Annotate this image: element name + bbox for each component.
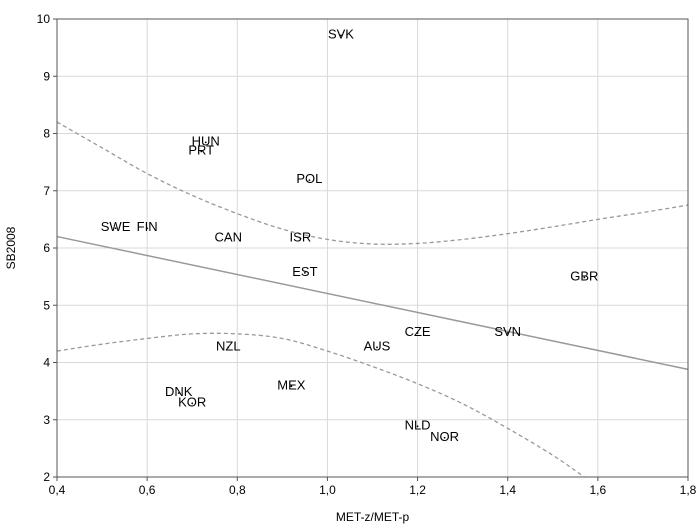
x-tick-label: 0,6: [139, 483, 156, 497]
data-point-marker: [443, 436, 446, 439]
point-label-aus: AUS: [364, 338, 391, 353]
x-tick-label: 1,4: [499, 483, 516, 497]
point-label-est: EST: [292, 264, 317, 279]
axis-ticks: 0,4 0,6 0,8 1,0 1,2 1,4 1,6 1,8 2 3 4 5 6 7 8 9 10: [37, 12, 697, 497]
fit-lines: [56, 121, 689, 478]
regression-line: [56, 235, 689, 371]
point-label-can: CAN: [215, 230, 242, 245]
data-point-marker: [204, 141, 207, 144]
x-tick-label: 1,6: [590, 483, 607, 497]
point-label-svn: SVN: [494, 324, 521, 339]
point-label-mex: MEX: [277, 377, 306, 392]
data-point-marker: [416, 332, 419, 334]
data-point-marker: [340, 34, 342, 37]
x-tick-label: 1,0: [319, 483, 336, 497]
y-tick-label: 8: [43, 127, 50, 141]
point-label-nzl: NZL: [216, 338, 241, 353]
confidence-band-upper: [56, 121, 689, 245]
x-tick-label: 0,8: [229, 483, 246, 497]
point-label-swe: SWE: [101, 219, 131, 234]
point-label-kor: KOR: [178, 394, 206, 409]
data-point-marker: [191, 402, 194, 405]
point-label-hun: HUN: [192, 133, 220, 148]
data-point-marker: [376, 346, 378, 349]
data-point-marker: [583, 276, 586, 279]
confidence-band-lower: [56, 332, 585, 478]
point-label-gbr: GBR: [570, 268, 598, 283]
x-tick-label: 0,4: [49, 483, 66, 497]
y-tick-label: 5: [43, 298, 50, 312]
y-tick-label: 9: [43, 69, 50, 83]
point-label-svk: SVK: [328, 26, 354, 41]
data-point-marker: [146, 227, 149, 230]
data-point-marker: [506, 332, 509, 334]
data-point-marker: [303, 272, 306, 274]
y-tick-label: 7: [43, 184, 50, 198]
x-tick-label: 1,2: [409, 483, 426, 497]
y-tick-label: 6: [43, 241, 50, 255]
y-tick-label: 4: [43, 356, 50, 370]
point-label-cze: CZE: [405, 324, 431, 339]
data-point-marker: [227, 346, 230, 349]
data-point-marker: [290, 385, 293, 388]
grid-lines: [57, 19, 688, 477]
data-point-marker: [299, 237, 302, 240]
data-point-marker: [416, 425, 419, 428]
point-label-fin: FIN: [137, 219, 158, 234]
y-tick-label: 2: [43, 470, 50, 484]
x-tick-label: 1,8: [680, 483, 697, 497]
point-label-prt: PRT: [188, 143, 214, 158]
y-tick-label: 3: [43, 413, 50, 427]
y-axis-title: SB2008: [4, 226, 18, 269]
data-point-marker: [200, 150, 203, 153]
point-label-nld: NLD: [405, 417, 431, 432]
data-point-marker: [114, 227, 117, 230]
point-label-dnk: DNK: [165, 384, 193, 399]
x-axis-title: MET-z/MET-p: [336, 510, 410, 524]
data-point-marker: [227, 237, 230, 240]
point-label-isr: ISR: [290, 230, 312, 245]
point-label-nor: NOR: [430, 429, 459, 444]
y-tick-label: 10: [37, 12, 51, 26]
point-label-pol: POL: [296, 171, 322, 186]
data-point-marker: [177, 392, 180, 395]
data-point-marker: [308, 179, 311, 182]
